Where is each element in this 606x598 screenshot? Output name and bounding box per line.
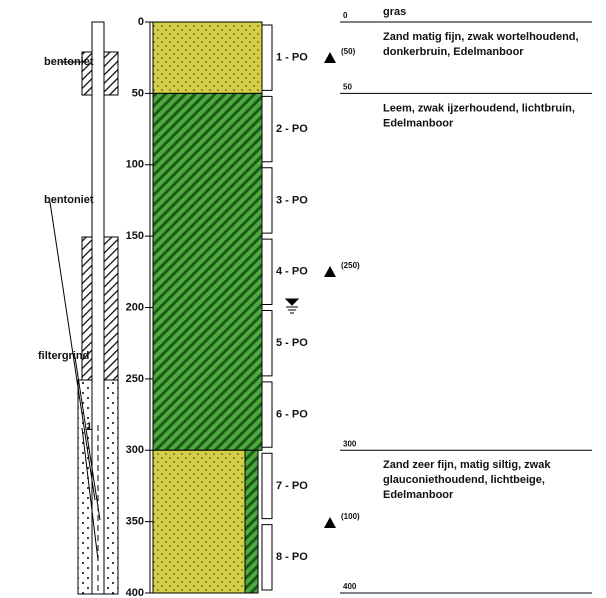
sample-label: 5 - PO: [276, 337, 308, 349]
tick-label: 100: [126, 159, 144, 171]
layer: [153, 450, 245, 593]
sample-label: 3 - PO: [276, 194, 308, 206]
tick-label: 0: [138, 16, 144, 28]
borehole-log: bentoniet bentoniet filtergrind 1 gras Za…: [0, 0, 606, 598]
boundary-label: 400: [343, 582, 357, 591]
sample-label: 8 - PO: [276, 551, 308, 563]
layer: [153, 93, 262, 450]
reading-value: (250): [341, 261, 360, 270]
sample-label: 4 - PO: [276, 266, 308, 278]
layer-description: Edelmanboor: [383, 489, 454, 501]
tick-label: 150: [126, 230, 144, 242]
well: [50, 22, 118, 594]
boundary-label: 0: [343, 11, 348, 20]
boundary-label: 300: [343, 439, 357, 448]
layer-description: Edelmanboor: [383, 117, 454, 129]
layer-description: Zand zeer fijn, matig siltig, zwak: [383, 459, 551, 471]
sample-box: [262, 239, 272, 304]
log-layer: gras Zand matig fijn, zwak wortelhoudend,…: [126, 6, 592, 598]
reading-marker: [324, 266, 336, 277]
layer-edge: [245, 450, 258, 593]
sample-box: [262, 168, 272, 233]
reading-marker: [324, 517, 336, 528]
well-label: bentoniet: [44, 56, 94, 68]
well-label: filtergrind: [38, 350, 89, 362]
sample-label: 6 - PO: [276, 408, 308, 420]
sample-label: 2 - PO: [276, 123, 308, 135]
layer-description: gras: [383, 6, 406, 18]
tick-label: 350: [126, 516, 144, 528]
well-label: 1: [86, 421, 92, 433]
tick-label: 250: [126, 373, 144, 385]
reading-marker: [324, 52, 336, 63]
layer-description: Zand matig fijn, zwak wortelhoudend,: [383, 31, 579, 43]
sample-label: 7 - PO: [276, 480, 308, 492]
well-label: bentoniet: [44, 194, 94, 206]
layer-description: glauconiethoudend, lichtbeige,: [383, 474, 545, 486]
layer-description: donkerbruin, Edelmanboor: [383, 46, 524, 58]
reading-value: (100): [341, 512, 360, 521]
sample-box: [262, 96, 272, 161]
sample-label: 1 - PO: [276, 52, 308, 64]
sample-box: [262, 525, 272, 590]
sample-box: [262, 311, 272, 376]
water-table: [286, 299, 298, 313]
sample-box: [262, 453, 272, 518]
tick-label: 50: [132, 87, 144, 99]
reading-value: (50): [341, 47, 356, 56]
layer-description: Leem, zwak ijzerhoudend, lichtbruin,: [383, 102, 575, 114]
sample-box: [262, 382, 272, 447]
tick-label: 400: [126, 587, 144, 598]
tick-label: 300: [126, 444, 144, 456]
layer: [153, 22, 262, 93]
boundary-label: 50: [343, 82, 352, 91]
tick-label: 200: [126, 301, 144, 313]
sample-box: [262, 25, 272, 90]
